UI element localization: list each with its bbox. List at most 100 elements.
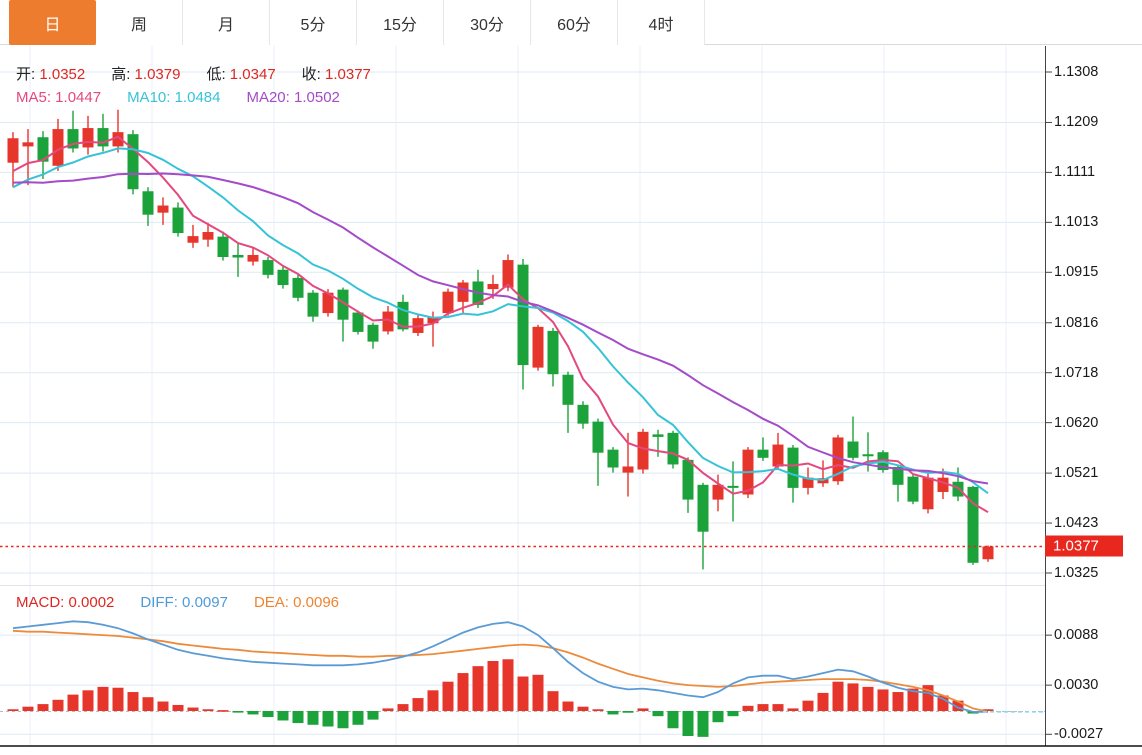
macd-bar <box>337 711 349 729</box>
legend-macd: MACD: 0.0002 <box>16 594 114 611</box>
macd-bar <box>427 690 439 711</box>
macd-bar <box>7 709 19 711</box>
candle-body <box>577 404 589 424</box>
tab-5min[interactable]: 5分 <box>270 0 357 45</box>
macd-bar <box>832 681 844 711</box>
macd-axis-label: 0.0088 <box>1054 627 1099 644</box>
candle-body <box>157 205 169 213</box>
macd-bar <box>322 711 334 727</box>
macd-bar <box>877 689 889 711</box>
macd-bar <box>307 711 319 725</box>
ma10-line <box>12 147 989 495</box>
candle-body <box>787 447 799 488</box>
price-axis-label: 1.0620 <box>1054 414 1099 431</box>
legend-ma10-value: 1.0484 <box>170 89 221 106</box>
candle-body <box>202 232 214 240</box>
tab-month[interactable]: 月 <box>183 0 270 45</box>
candle-body <box>967 486 979 563</box>
macd-bar <box>142 697 154 711</box>
tab-day[interactable]: 日 <box>9 0 96 45</box>
legend-ma5-value: 1.0447 <box>51 89 102 106</box>
candle-body <box>172 207 184 234</box>
period-tab-bar: 日周月 5分 15分 30分 60分 4时 <box>0 0 1142 45</box>
candle-body <box>352 312 364 332</box>
macd-bar <box>187 707 199 711</box>
price-axis-label: 1.1013 <box>1054 214 1099 231</box>
macd-bar <box>622 711 634 713</box>
macd-bar <box>487 661 499 711</box>
candle-body <box>502 260 514 288</box>
candle-body <box>67 129 79 149</box>
macd-bar <box>217 710 229 712</box>
tab-60min[interactable]: 60分 <box>531 0 618 45</box>
candle-body <box>277 269 289 286</box>
macd-bar <box>952 700 964 711</box>
legend-macd-label: MACD: <box>16 594 65 611</box>
candle-body <box>487 284 499 290</box>
legend-diff-label: DIFF: <box>140 594 178 611</box>
macd-bar <box>442 681 454 711</box>
legend-dea-value: 0.0096 <box>288 594 339 611</box>
ma20-line <box>12 172 989 485</box>
macd-bar <box>607 711 619 715</box>
macd-bar <box>37 704 49 711</box>
price-axis-label: 1.1209 <box>1054 114 1099 131</box>
legend-close-value: 1.0377 <box>320 66 371 83</box>
ohlc-legend-row: 开: 1.0352 高: 1.0379 低: 1.0347 收: 1.0377 <box>16 63 397 84</box>
candle-body <box>727 485 739 488</box>
legend-high-label: 高: <box>111 66 131 83</box>
macd-bar <box>937 695 949 711</box>
price-axis-label: 1.1111 <box>1054 164 1096 181</box>
legend-open-value: 1.0352 <box>35 66 86 83</box>
macd-bar <box>787 708 799 711</box>
macd-bar <box>682 711 694 736</box>
tab-week[interactable]: 周 <box>96 0 183 45</box>
candle-body <box>847 441 859 458</box>
legend-close: 收: 1.0377 <box>302 63 371 84</box>
legend-ma20-value: 1.0502 <box>289 89 340 106</box>
candle-body <box>442 291 454 314</box>
legend-ma5: MA5: 1.0447 <box>16 89 101 106</box>
candle-body <box>892 466 904 485</box>
candle-body <box>247 254 259 262</box>
macd-legend-row: MACD: 0.0002 DIFF: 0.0097 DEA: 0.0096 <box>16 594 365 611</box>
legend-high-value: 1.0379 <box>130 66 181 83</box>
candle-body <box>757 449 769 458</box>
legend-low-label: 低: <box>206 66 226 83</box>
price-axis-label: 1.1308 <box>1054 64 1099 80</box>
macd-bar <box>772 704 784 711</box>
macd-axis-label: -0.0027 <box>1054 726 1104 743</box>
tab-30min[interactable]: 30分 <box>444 0 531 45</box>
legend-diff: DIFF: 0.0097 <box>140 594 228 611</box>
candle-body <box>697 484 709 532</box>
tab-4hour[interactable]: 4时 <box>618 0 705 45</box>
macd-bar <box>502 659 514 711</box>
candle-body <box>862 454 874 457</box>
candle-body <box>562 374 574 405</box>
macd-bar <box>547 691 559 711</box>
dea-line <box>12 629 989 713</box>
candle-body <box>367 324 379 342</box>
tab-15min[interactable]: 15分 <box>357 0 444 45</box>
candle-body <box>532 326 544 368</box>
legend-low: 低: 1.0347 <box>206 63 275 84</box>
macd-bar <box>907 688 919 711</box>
price-axis-label: 1.0325 <box>1054 565 1099 581</box>
legend-open: 开: 1.0352 <box>16 63 85 84</box>
legend-ma20-label: MA20: <box>246 89 290 106</box>
macd-bar <box>562 701 574 711</box>
price-axis-label: 1.0423 <box>1054 515 1099 532</box>
candle-body <box>652 434 664 437</box>
macd-bar <box>112 687 124 711</box>
candle-body <box>517 264 529 366</box>
price-axis-label: 1.0521 <box>1054 465 1099 482</box>
macd-bar <box>67 694 79 711</box>
macd-bar <box>637 708 649 711</box>
macd-bar <box>367 711 379 720</box>
candle-body <box>772 444 784 467</box>
macd-bar <box>817 692 829 711</box>
candle-body <box>622 466 634 473</box>
candle-body <box>427 317 439 324</box>
legend-high: 高: 1.0379 <box>111 63 180 84</box>
